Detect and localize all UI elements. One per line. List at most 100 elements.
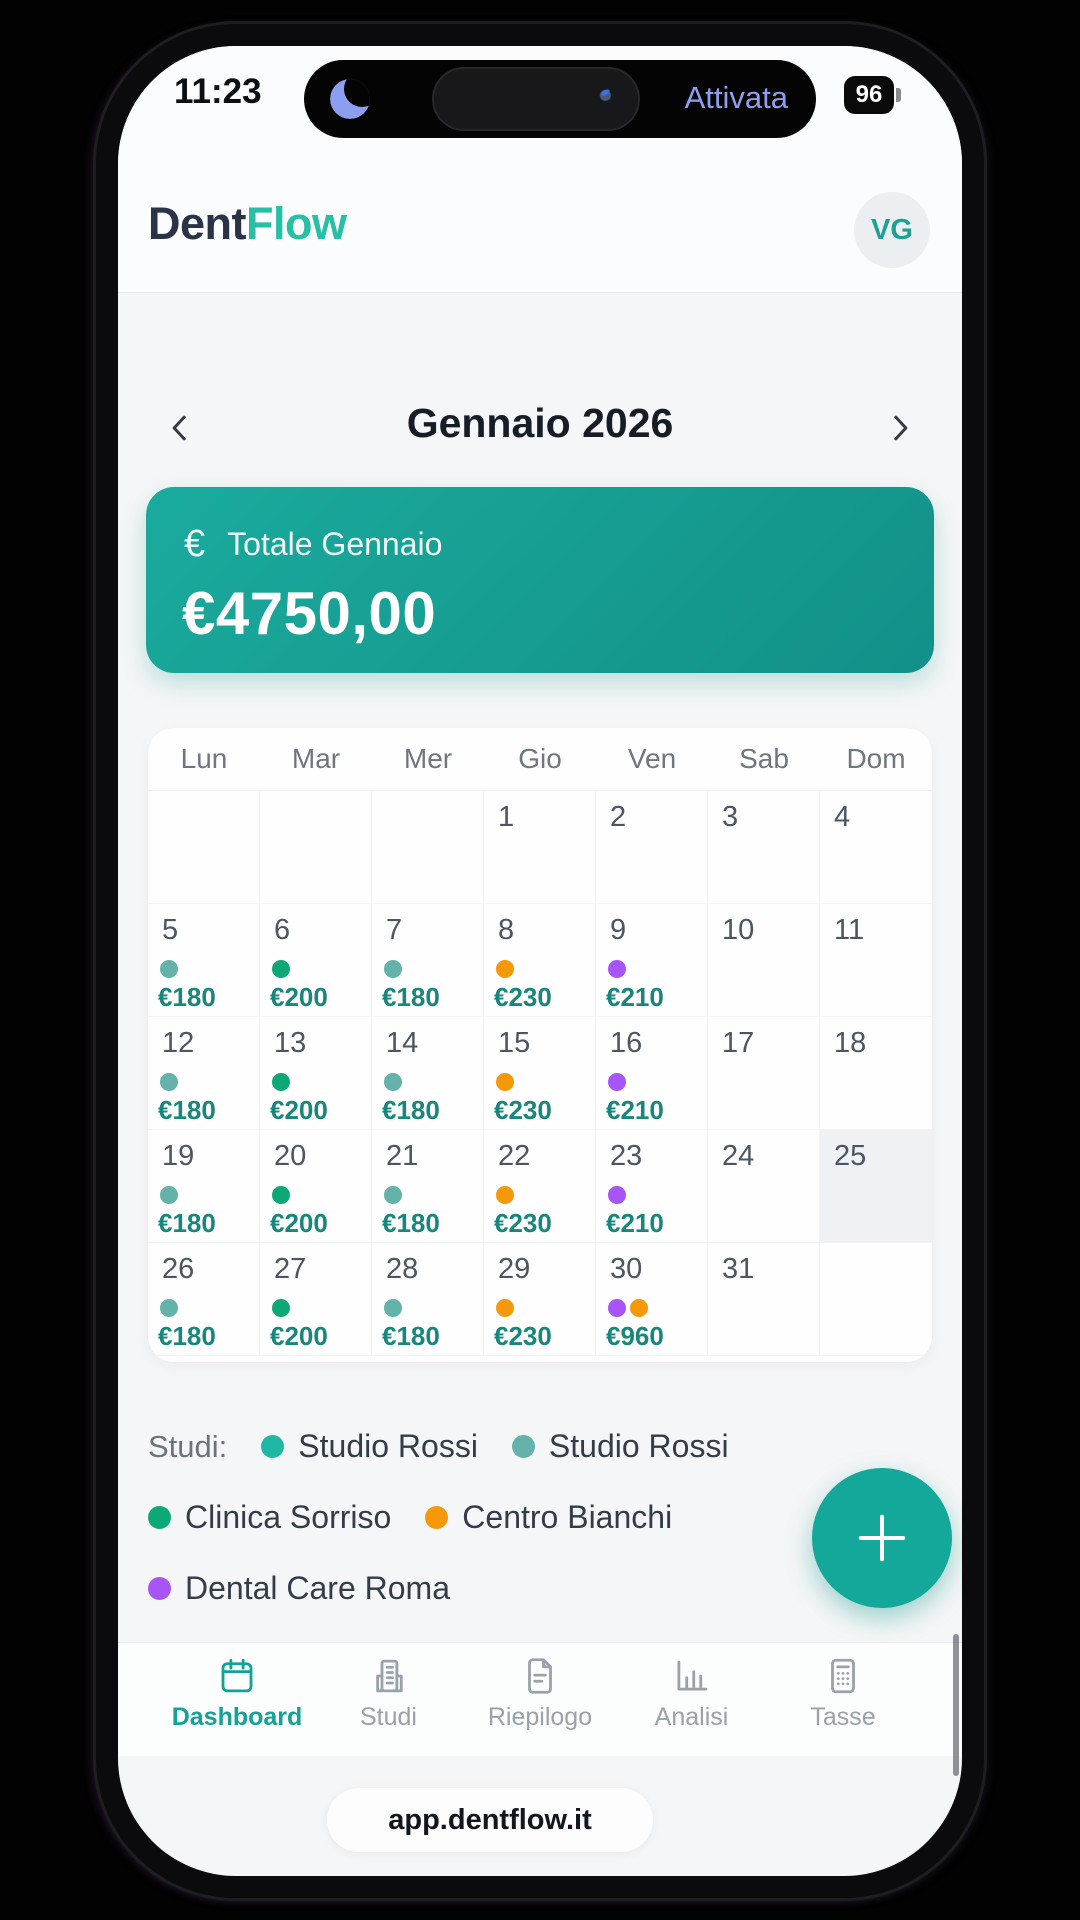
- focus-moon-icon: [330, 79, 370, 119]
- legend-item: Dental Care Roma: [148, 1570, 450, 1607]
- calendar-day-cell[interactable]: 10: [708, 904, 820, 1017]
- add-entry-fab[interactable]: [812, 1468, 952, 1608]
- day-number: 21: [386, 1140, 419, 1172]
- month-title: Gennaio 2026: [406, 400, 674, 446]
- next-month-button[interactable]: [870, 398, 930, 458]
- bottom-navigation: Dashboard Studi Riepilogo Analisi Tasse: [118, 1642, 962, 1756]
- day-number: 16: [610, 1027, 643, 1059]
- studio-name: Centro Bianchi: [462, 1499, 673, 1535]
- studios-legend: Studi: Studio Rossi Studio Rossi Clinica So…: [148, 1428, 788, 1607]
- calendar-day-cell[interactable]: 17: [708, 1017, 820, 1130]
- calendar-day-cell[interactable]: 20 €200: [260, 1130, 372, 1243]
- entry-dots: [272, 1186, 290, 1204]
- day-number: 4: [834, 801, 851, 833]
- url-text: app.dentflow.it: [388, 1803, 592, 1836]
- day-number: 17: [722, 1027, 755, 1059]
- calendar-day-cell[interactable]: 8 €230: [484, 904, 596, 1017]
- calendar-day-cell: [372, 791, 484, 904]
- studio-dot-icon: [608, 1073, 626, 1091]
- entry-dots: [384, 960, 402, 978]
- dynamic-island: Attivata: [304, 60, 816, 138]
- calendar-day-cell[interactable]: 15 €230: [484, 1017, 596, 1130]
- weekday-label: Sab: [739, 743, 789, 774]
- prev-month-button[interactable]: [150, 398, 210, 458]
- calendar-day-cell[interactable]: 1: [484, 791, 596, 904]
- day-number: 30: [610, 1253, 643, 1285]
- entry-dots: [160, 1073, 178, 1091]
- camera-lens-icon: [594, 84, 624, 114]
- avatar[interactable]: VG: [854, 192, 930, 268]
- nav-item-riepilogo[interactable]: Riepilogo: [465, 1643, 615, 1756]
- app-logo: DentFlow: [148, 198, 347, 250]
- nav-item-dashboard[interactable]: Dashboard: [162, 1643, 312, 1756]
- calendar-day-cell: [260, 791, 372, 904]
- day-amount: €200: [270, 1095, 328, 1125]
- calendar-day-cell[interactable]: 25: [820, 1130, 932, 1243]
- day-number: 22: [498, 1140, 531, 1172]
- calendar-day-cell[interactable]: 19 €180: [148, 1130, 260, 1243]
- calendar-day-cell[interactable]: 30 €960: [596, 1243, 708, 1356]
- calendar-day-cell[interactable]: 4: [820, 791, 932, 904]
- calendar-day-cell[interactable]: 18: [820, 1017, 932, 1130]
- phone-screen: 11:23 Attivata 96 DentFlow VG Gennaio 20…: [118, 46, 962, 1876]
- day-number: 29: [498, 1253, 531, 1285]
- total-label-row: € Totale Gennaio: [184, 523, 442, 566]
- building-icon: [375, 1659, 403, 1693]
- calendar-day-cell[interactable]: 26 €180: [148, 1243, 260, 1356]
- day-number: 31: [722, 1253, 755, 1285]
- nav-item-label: Tasse: [810, 1703, 876, 1731]
- entry-dots: [608, 960, 626, 978]
- url-bar[interactable]: app.dentflow.it: [327, 1788, 653, 1852]
- day-amount: €210: [606, 1095, 664, 1125]
- scrollbar-thumb[interactable]: [953, 1634, 959, 1776]
- battery-indicator: 96: [844, 76, 901, 114]
- legend-item: Clinica Sorriso: [148, 1499, 391, 1536]
- calendar-day-cell[interactable]: 13 €200: [260, 1017, 372, 1130]
- legend-label: Studi:: [148, 1428, 228, 1464]
- studio-dot-icon: [496, 1073, 514, 1091]
- day-number: 14: [386, 1027, 419, 1059]
- day-number: 1: [498, 801, 515, 833]
- calendar-day-cell[interactable]: 22 €230: [484, 1130, 596, 1243]
- studio-dot-icon: [496, 1186, 514, 1204]
- calendar-day-cell[interactable]: 23 €210: [596, 1130, 708, 1243]
- app-logo-accent: Flow: [246, 198, 347, 249]
- calendar-day-cell[interactable]: 31: [708, 1243, 820, 1356]
- calendar-day-cell[interactable]: 6 €200: [260, 904, 372, 1017]
- nav-item-analisi[interactable]: Analisi: [617, 1643, 767, 1756]
- calendar-day-cell[interactable]: 9 €210: [596, 904, 708, 1017]
- calendar-day-cell[interactable]: 14 €180: [372, 1017, 484, 1130]
- calendar-day-cell[interactable]: 16 €210: [596, 1017, 708, 1130]
- day-number: 8: [498, 914, 515, 946]
- entry-dots: [608, 1299, 648, 1317]
- calendar-day-cell[interactable]: 24: [708, 1130, 820, 1243]
- calendar-day-cell[interactable]: 21 €180: [372, 1130, 484, 1243]
- studio-dot-icon: [272, 1186, 290, 1204]
- calendar-day-cell[interactable]: 3: [708, 791, 820, 904]
- day-amount: €230: [494, 1321, 552, 1351]
- studio-dot-icon: [272, 960, 290, 978]
- calendar-day-cell[interactable]: 29 €230: [484, 1243, 596, 1356]
- nav-item-tasse[interactable]: Tasse: [768, 1643, 918, 1756]
- calendar-day-cell[interactable]: 7 €180: [372, 904, 484, 1017]
- calendar-day-cell[interactable]: 5 €180: [148, 904, 260, 1017]
- calendar-day-cell[interactable]: 11: [820, 904, 932, 1017]
- calendar-day-cell[interactable]: 2: [596, 791, 708, 904]
- calendar-day-cell[interactable]: 28 €180: [372, 1243, 484, 1356]
- day-amount: €180: [382, 1321, 440, 1351]
- nav-item-studi[interactable]: Studi: [314, 1643, 464, 1756]
- day-number: 9: [610, 914, 627, 946]
- day-amount: €180: [382, 1095, 440, 1125]
- entry-dots: [496, 1073, 514, 1091]
- day-number: 26: [162, 1253, 195, 1285]
- studio-dot-icon: [384, 1073, 402, 1091]
- calendar-day-cell[interactable]: 27 €200: [260, 1243, 372, 1356]
- day-number: 3: [722, 801, 739, 833]
- calendar-icon: [221, 1658, 253, 1693]
- legend-item: Studio Rossi: [511, 1428, 729, 1465]
- calendar-day-cell[interactable]: 12 €180: [148, 1017, 260, 1130]
- studio-dot-icon: [608, 1299, 626, 1317]
- studio-name: Studio Rossi: [548, 1428, 729, 1464]
- day-amount: €180: [158, 1208, 216, 1238]
